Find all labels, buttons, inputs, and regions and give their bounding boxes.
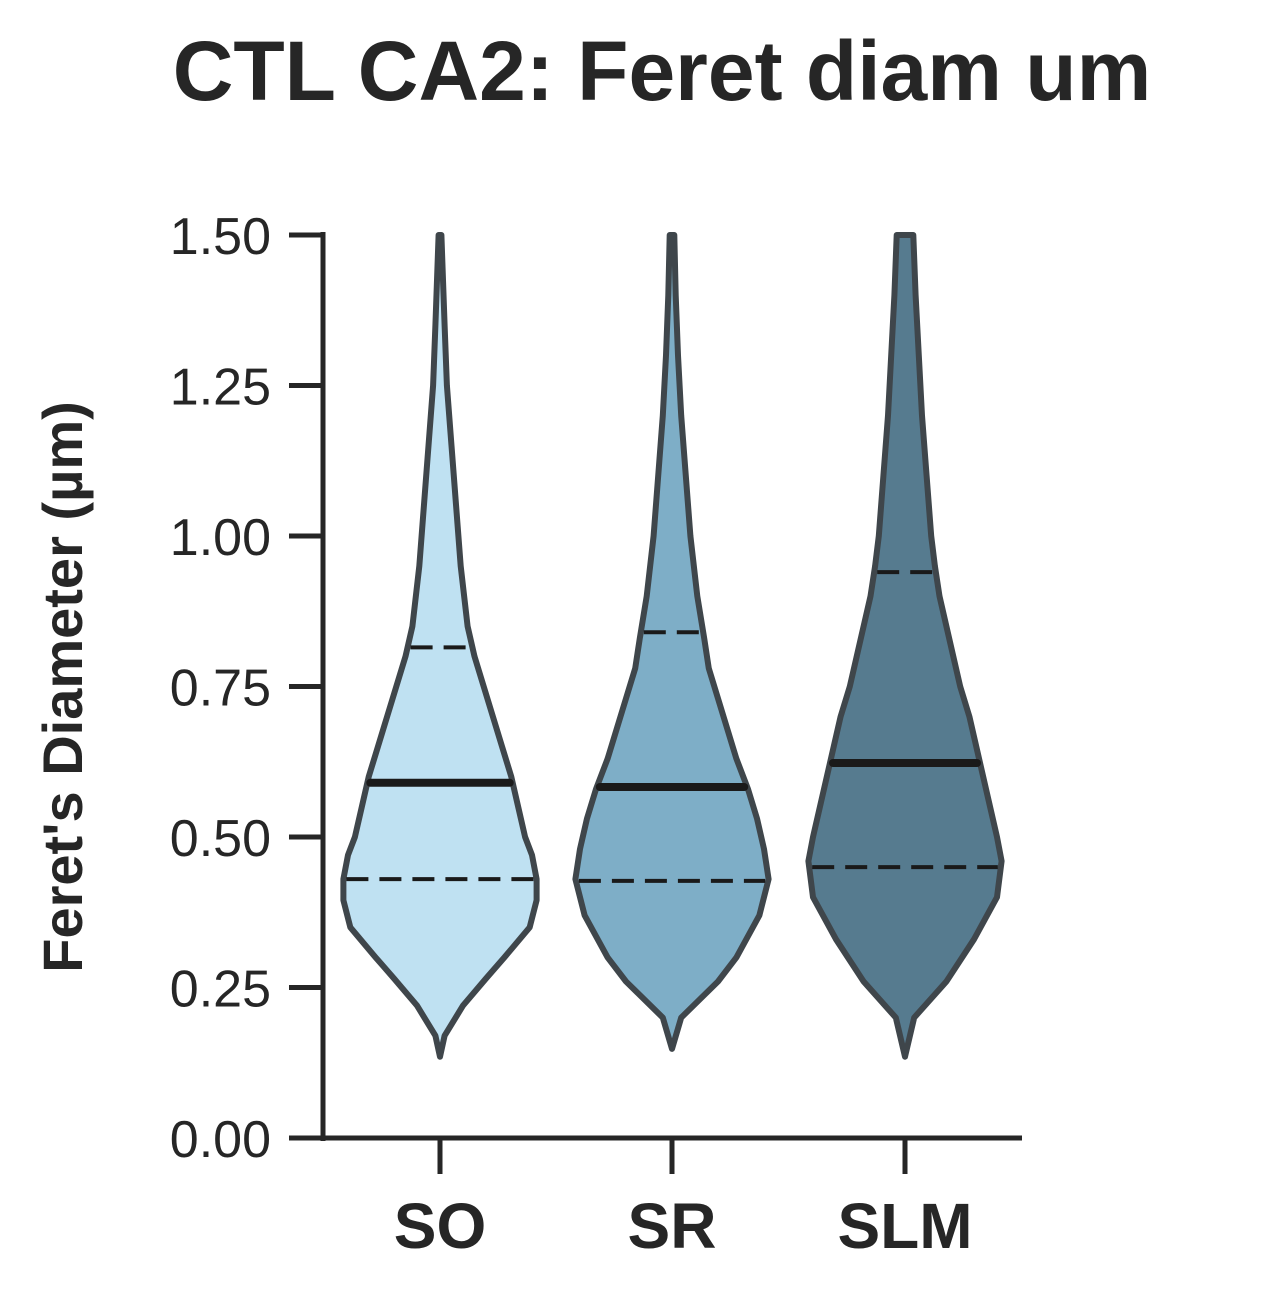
- y-tick-label: 0.25: [170, 961, 271, 1019]
- violin-body-sr: [575, 235, 768, 1049]
- x-tick-label: SO: [394, 1190, 486, 1262]
- x-tick-label: SLM: [837, 1190, 972, 1262]
- x-tick-label: SR: [628, 1190, 717, 1262]
- violin-so: [343, 235, 536, 1057]
- y-tick-label: 0.00: [170, 1111, 271, 1169]
- violin-sr: [575, 235, 768, 1049]
- violin-body-so: [343, 235, 536, 1057]
- violin-body-slm: [808, 235, 1001, 1057]
- y-tick-label: 1.00: [170, 509, 271, 567]
- y-axis-label: Feret's Diameter (µm): [31, 401, 94, 973]
- violin-slm: [808, 235, 1001, 1057]
- y-tick-label: 1.25: [170, 359, 271, 417]
- y-tick-label: 1.50: [170, 208, 271, 266]
- chart-title: CTL CA2: Feret diam um: [173, 24, 1152, 118]
- violins-layer: [343, 235, 1001, 1057]
- y-tick-label: 0.75: [170, 660, 271, 718]
- y-tick-label: 0.50: [170, 810, 271, 868]
